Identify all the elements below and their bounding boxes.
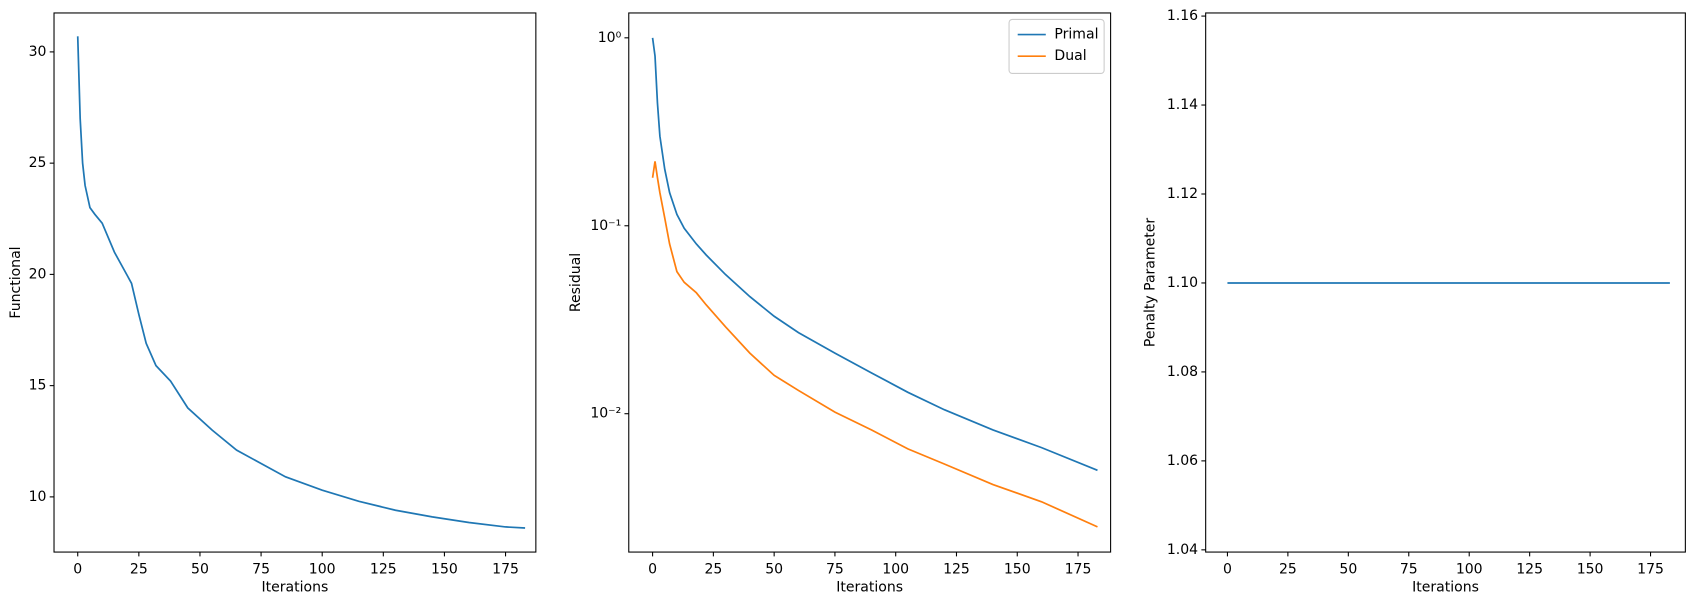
axes-frame xyxy=(1205,12,1686,553)
x-tick-label: 150 xyxy=(1577,561,1604,577)
legend-label: Dual xyxy=(1054,48,1086,64)
y-tick-label: 15 xyxy=(29,378,47,394)
axes-frame xyxy=(53,12,537,553)
x-tick-label: 175 xyxy=(1065,561,1092,577)
y-tick-label: 25 xyxy=(29,155,47,171)
x-tick-label: 75 xyxy=(252,561,270,577)
x-tick-label: 100 xyxy=(882,561,909,577)
x-tick-label: 25 xyxy=(1279,561,1297,577)
x-tick-label: 75 xyxy=(826,561,844,577)
y-tick-label: 1.06 xyxy=(1167,453,1198,469)
x-tick-label: 150 xyxy=(1004,561,1031,577)
x-tick-label: 75 xyxy=(1400,561,1418,577)
y-tick-label: 1.04 xyxy=(1167,542,1198,558)
x-tick-label: 0 xyxy=(648,561,657,577)
y-tick-label: 1.10 xyxy=(1167,275,1198,291)
y-axis-label: Residual xyxy=(568,253,584,312)
y-tick-label: 20 xyxy=(29,266,47,282)
legend-label: Primal xyxy=(1054,27,1098,43)
x-tick-label: 175 xyxy=(492,561,519,577)
data-line xyxy=(651,37,1098,472)
y-tick-label: 10⁰ xyxy=(598,30,622,46)
y-tick-label: 1.08 xyxy=(1167,364,1198,380)
x-tick-label: 50 xyxy=(1339,561,1357,577)
legend-box xyxy=(1008,18,1105,75)
x-tick-label: 125 xyxy=(943,561,970,577)
axes-frame xyxy=(628,12,1112,553)
x-tick-label: 25 xyxy=(704,561,722,577)
y-tick-label: 10 xyxy=(29,489,47,505)
x-tick-label: 0 xyxy=(1223,561,1232,577)
y-axis-label: Penalty Parameter xyxy=(1143,218,1159,347)
data-line xyxy=(76,36,526,529)
y-tick-label: 30 xyxy=(29,44,47,60)
x-axis-label: Iterations xyxy=(262,580,329,596)
y-tick-label: 10⁻¹ xyxy=(590,218,621,234)
x-tick-label: 25 xyxy=(130,561,148,577)
x-tick-label: 50 xyxy=(191,561,209,577)
x-axis-label: Iterations xyxy=(836,580,903,596)
y-tick-label: 1.14 xyxy=(1167,97,1198,113)
x-tick-label: 0 xyxy=(73,561,82,577)
x-tick-label: 175 xyxy=(1637,561,1664,577)
y-axis-label: Functional xyxy=(8,246,24,318)
x-tick-label: 100 xyxy=(309,561,336,577)
x-tick-label: 50 xyxy=(765,561,783,577)
x-tick-label: 150 xyxy=(431,561,458,577)
x-tick-label: 125 xyxy=(370,561,397,577)
y-tick-label: 10⁻² xyxy=(590,406,621,422)
y-tick-label: 1.12 xyxy=(1167,186,1198,202)
x-axis-label: Iterations xyxy=(1412,580,1479,596)
y-tick-label: 1.16 xyxy=(1167,8,1198,24)
x-tick-label: 125 xyxy=(1516,561,1543,577)
x-tick-label: 100 xyxy=(1456,561,1483,577)
data-line xyxy=(651,161,1098,528)
